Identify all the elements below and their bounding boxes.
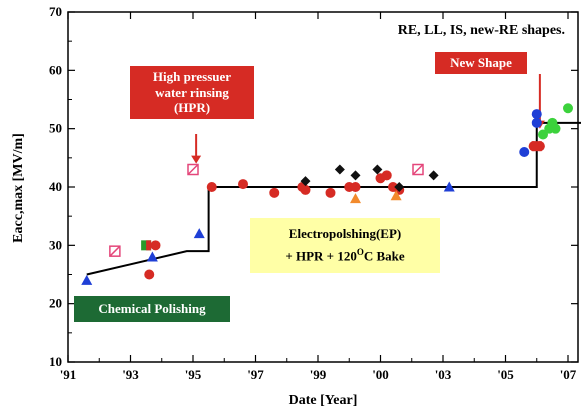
data-point-circle <box>531 109 542 120</box>
data-point-circle <box>269 187 280 198</box>
data-point-circle <box>238 179 248 190</box>
data-point-triangle <box>390 190 402 201</box>
tick-labels: 10 20 30 40 50 60 70 '91 '93 '95 '97 '99 '00 '03 '05 '0… <box>49 4 577 382</box>
x-tick-label: '91 <box>60 367 77 382</box>
data-point-triangle <box>81 274 93 285</box>
x-tick-label: '03 <box>435 367 452 382</box>
data-point-square-x-diagonal <box>109 245 121 257</box>
y-tick-label: 40 <box>49 179 62 194</box>
electropolishing-annotation: Electropolshing(EP) + HPR + 120OC Bake <box>250 218 440 273</box>
ep-line-2-text: + HPR + 120 <box>285 248 357 264</box>
data-point-triangle <box>350 193 361 204</box>
y-axis-title: Eacc,max [MV/m] <box>11 133 26 243</box>
x-tick-label: '99 <box>310 367 327 382</box>
hpr-annotation: High pressuer water rinsing (HPR) <box>130 66 254 119</box>
hpr-arrow-head <box>191 155 202 164</box>
y-tick-label: 50 <box>49 121 62 136</box>
x-tick-label: '97 <box>247 367 264 382</box>
data-point-diamond <box>372 164 383 175</box>
hpr-line-3: (HPR) <box>173 100 211 116</box>
x-tick-label: '93 <box>122 367 139 382</box>
ep-degree-superscript: O <box>356 247 364 258</box>
y-tick-label: 60 <box>49 62 62 77</box>
data-point-circle <box>538 129 548 140</box>
data-point-square-x-diagonal <box>187 163 199 176</box>
data-point-triangle <box>193 228 205 239</box>
x-tick-label: '05 <box>497 367 514 382</box>
data-point-circle <box>144 269 155 280</box>
data-point-circle <box>550 123 561 134</box>
ep-line-1: Electropolshing(EP) <box>288 226 402 241</box>
data-point-diamond <box>428 170 439 181</box>
data-point-circle <box>350 182 361 192</box>
trend-line-group <box>86 121 581 276</box>
data-point-circle <box>206 182 217 192</box>
data-point-diamond <box>394 182 405 192</box>
hpr-line-2: water rinsing <box>155 84 229 100</box>
data-point-circle <box>563 103 573 114</box>
data-point-circle <box>519 147 530 157</box>
data-point-diamond <box>300 176 311 187</box>
x-tick-label: '00 <box>372 367 389 382</box>
x-tick-label: '07 <box>560 367 577 382</box>
trend-line <box>86 121 581 276</box>
x-tick-label: '95 <box>185 367 202 382</box>
y-tick-label: 30 <box>49 237 62 252</box>
y-tick-label: 20 <box>49 296 62 311</box>
data-point-triangle <box>146 251 158 262</box>
data-point-diamond <box>350 170 361 181</box>
data-point-circle <box>325 187 336 198</box>
data-point-split-half <box>146 240 152 251</box>
data-point-triangle <box>443 181 455 192</box>
data-point-diamond <box>334 164 345 175</box>
data-point-square <box>531 141 542 152</box>
ep-line-2-suffix: C Bake <box>363 248 405 264</box>
data-point-circle <box>381 170 392 181</box>
data-point-circle <box>300 184 311 195</box>
chemical-polishing-annotation: Chemical Polishing <box>74 296 230 322</box>
data-points <box>81 103 573 285</box>
y-tick-label: 10 <box>49 354 62 369</box>
data-point-square-x-diagonal <box>412 163 424 176</box>
hpr-line-1: High pressuer <box>152 69 232 84</box>
data-point-circle <box>531 117 542 128</box>
ep-line-2: + HPR + 120OC Bake <box>254 245 436 267</box>
x-axis-title: Date [Year] <box>289 393 358 408</box>
chart-title: RE, LL, IS, new-RE shapes. <box>393 22 569 41</box>
y-tick-label: 70 <box>49 4 62 19</box>
data-point-circle <box>150 240 161 251</box>
new-shape-annotation: New Shape <box>435 52 527 74</box>
axes <box>67 11 579 363</box>
